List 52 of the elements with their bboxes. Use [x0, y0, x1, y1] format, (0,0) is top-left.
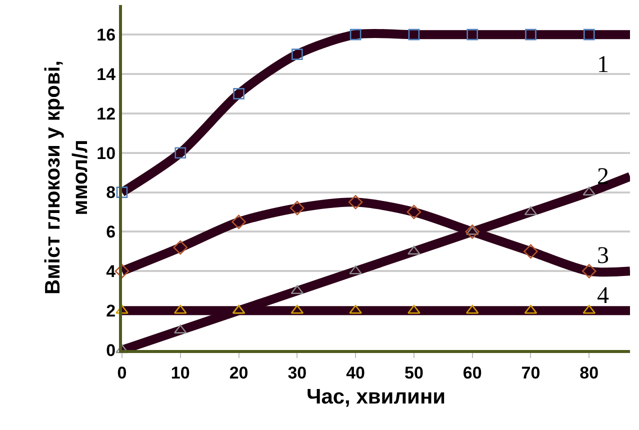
point [406, 204, 422, 220]
point [408, 246, 420, 255]
y-tick-label: 10 [96, 144, 116, 163]
y-tick-label: 12 [96, 104, 116, 124]
point [349, 265, 362, 274]
point [348, 194, 363, 210]
point [116, 186, 128, 198]
x-tick-label: 70 [521, 363, 540, 382]
y-tick-label: 4 [106, 262, 116, 282]
point [292, 48, 303, 60]
point [174, 147, 186, 159]
point [114, 264, 130, 278]
x-axis-title: Час, хвилини [306, 386, 446, 409]
point [524, 304, 538, 314]
point [408, 28, 420, 40]
point [290, 304, 304, 314]
point [465, 224, 480, 239]
x-tick-label: 60 [462, 363, 482, 382]
point [582, 304, 596, 314]
x-tick-label: 40 [346, 363, 366, 382]
point [350, 28, 362, 40]
y-tick-label: 6 [106, 222, 116, 242]
point [290, 285, 304, 294]
point [524, 206, 538, 216]
series-label: 1 [597, 52, 609, 78]
x-tick-label: 10 [170, 363, 190, 382]
y-tick-label: 0 [106, 340, 116, 360]
point [408, 304, 420, 314]
point [290, 200, 304, 216]
point [524, 244, 538, 259]
point [173, 240, 188, 255]
y-tick-label: 16 [96, 26, 116, 45]
y-axis-title: Вміст глюкози у крові, ммол/л [42, 60, 92, 295]
point [582, 264, 596, 278]
x-tick-label: 80 [580, 363, 599, 382]
y-tick-label: 14 [96, 64, 116, 84]
series-label: 3 [597, 243, 609, 269]
point [466, 304, 479, 314]
series-label: 4 [597, 283, 609, 309]
point [174, 304, 187, 314]
y-tick-label: 2 [106, 302, 116, 321]
point [233, 88, 244, 100]
x-tick-label: 30 [288, 363, 307, 382]
point [466, 28, 478, 40]
x-tick-label: 50 [404, 363, 424, 382]
point [583, 28, 595, 40]
y-tick-label: 8 [106, 183, 116, 202]
point [349, 304, 362, 314]
x-tick-label: 20 [229, 363, 248, 382]
point [525, 28, 536, 40]
point [116, 304, 128, 314]
point [232, 214, 246, 230]
